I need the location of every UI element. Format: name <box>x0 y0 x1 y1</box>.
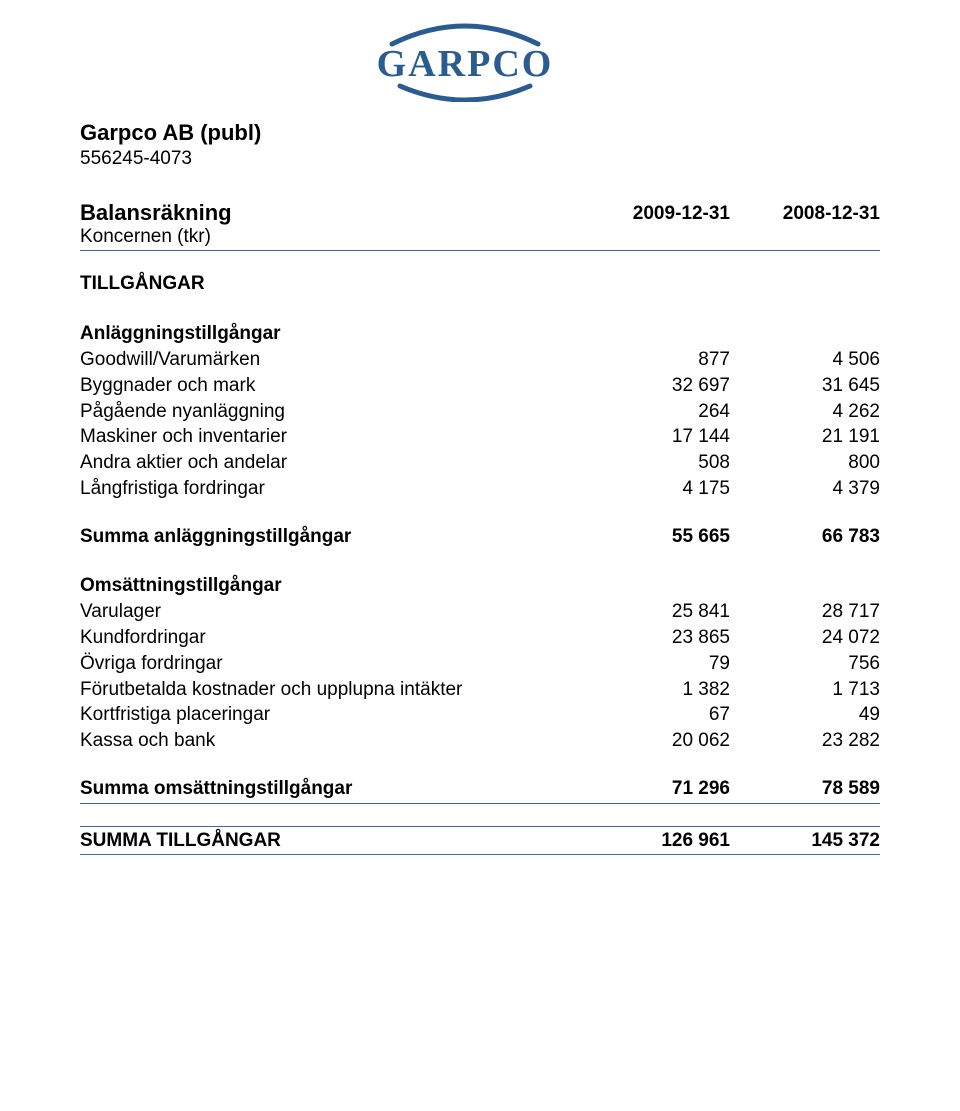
table-row: Kundfordringar 23 865 24 072 <box>80 625 880 651</box>
section-assets-heading: TILLGÅNGAR <box>80 273 880 295</box>
row-value-y1: 17 144 <box>580 425 730 449</box>
row-value-y1: 877 <box>580 348 730 372</box>
row-value-y2: 49 <box>730 703 880 727</box>
current-assets-sum-row: Summa omsättningstillgångar 71 296 78 58… <box>80 776 880 804</box>
row-value-y1: 20 062 <box>580 729 730 753</box>
row-value-y2: 21 191 <box>730 425 880 449</box>
row-value-y2: 23 282 <box>730 729 880 753</box>
row-label: Pågående nyanläggning <box>80 400 580 424</box>
table-row: Kassa och bank 20 062 23 282 <box>80 728 880 754</box>
row-value-y1: 1 382 <box>580 678 730 702</box>
row-value-y2: 28 717 <box>730 600 880 624</box>
company-reg-number: 556245-4073 <box>80 148 880 170</box>
row-value-y1: 67 <box>580 703 730 727</box>
row-value-y1: 79 <box>580 652 730 676</box>
logo-text: GARPCO <box>377 43 554 85</box>
total-assets-row: SUMMA TILLGÅNGAR 126 961 145 372 <box>80 826 880 856</box>
row-value-y2: 756 <box>730 652 880 676</box>
row-value-y2: 4 379 <box>730 477 880 501</box>
total-value-y2: 145 372 <box>730 829 880 853</box>
table-row: Pågående nyanläggning 264 4 262 <box>80 399 880 425</box>
current-assets-heading: Omsättningstillgångar <box>80 575 880 597</box>
table-row: Förutbetalda kostnader och upplupna intä… <box>80 677 880 703</box>
sum-value-y1: 55 665 <box>580 525 730 549</box>
column-header-year1: 2009-12-31 <box>580 200 730 248</box>
current-assets-rows: Varulager 25 841 28 717 Kundfordringar 2… <box>80 599 880 754</box>
table-row: Varulager 25 841 28 717 <box>80 599 880 625</box>
row-value-y2: 4 262 <box>730 400 880 424</box>
row-value-y1: 23 865 <box>580 626 730 650</box>
table-row: Långfristiga fordringar 4 175 4 379 <box>80 476 880 502</box>
table-row: Andra aktier och andelar 508 800 <box>80 450 880 476</box>
company-name: Garpco AB (publ) <box>80 120 880 146</box>
fixed-assets-heading: Anläggningstillgångar <box>80 323 880 345</box>
row-label: Maskiner och inventarier <box>80 425 580 449</box>
sum-value-y2: 66 783 <box>730 525 880 549</box>
table-row: Maskiner och inventarier 17 144 21 191 <box>80 424 880 450</box>
company-logo: GARPCO <box>350 14 580 107</box>
fixed-assets-sum-row: Summa anläggningstillgångar 55 665 66 78… <box>80 524 880 550</box>
row-value-y2: 31 645 <box>730 374 880 398</box>
column-header-year2: 2008-12-31 <box>730 200 880 248</box>
table-row: Byggnader och mark 32 697 31 645 <box>80 373 880 399</box>
row-label: Andra aktier och andelar <box>80 451 580 475</box>
sum-value-y2: 78 589 <box>730 777 880 801</box>
row-value-y1: 32 697 <box>580 374 730 398</box>
report-subtitle: Koncernen (tkr) <box>80 226 580 248</box>
report-title: Balansräkning <box>80 200 580 226</box>
row-label: Långfristiga fordringar <box>80 477 580 501</box>
row-value-y1: 25 841 <box>580 600 730 624</box>
row-label: Förutbetalda kostnader och upplupna intä… <box>80 678 580 702</box>
sum-label: Summa omsättningstillgångar <box>80 777 580 801</box>
company-header: Garpco AB (publ) 556245-4073 <box>80 120 880 170</box>
table-row: Kortfristiga placeringar 67 49 <box>80 702 880 728</box>
row-label: Varulager <box>80 600 580 624</box>
row-value-y2: 24 072 <box>730 626 880 650</box>
table-row: Övriga fordringar 79 756 <box>80 651 880 677</box>
title-row: Balansräkning Koncernen (tkr) 2009-12-31… <box>80 200 880 251</box>
total-label: SUMMA TILLGÅNGAR <box>80 829 580 853</box>
row-value-y1: 4 175 <box>580 477 730 501</box>
row-value-y2: 800 <box>730 451 880 475</box>
fixed-assets-rows: Goodwill/Varumärken 877 4 506 Byggnader … <box>80 347 880 502</box>
row-label: Kortfristiga placeringar <box>80 703 580 727</box>
sum-label: Summa anläggningstillgångar <box>80 525 580 549</box>
row-label: Kundfordringar <box>80 626 580 650</box>
table-row: Goodwill/Varumärken 877 4 506 <box>80 347 880 373</box>
sum-value-y1: 71 296 <box>580 777 730 801</box>
row-label: Övriga fordringar <box>80 652 580 676</box>
row-value-y1: 264 <box>580 400 730 424</box>
row-value-y2: 1 713 <box>730 678 880 702</box>
row-value-y2: 4 506 <box>730 348 880 372</box>
row-label: Byggnader och mark <box>80 374 580 398</box>
row-value-y1: 508 <box>580 451 730 475</box>
row-label: Kassa och bank <box>80 729 580 753</box>
row-label: Goodwill/Varumärken <box>80 348 580 372</box>
total-value-y1: 126 961 <box>580 829 730 853</box>
